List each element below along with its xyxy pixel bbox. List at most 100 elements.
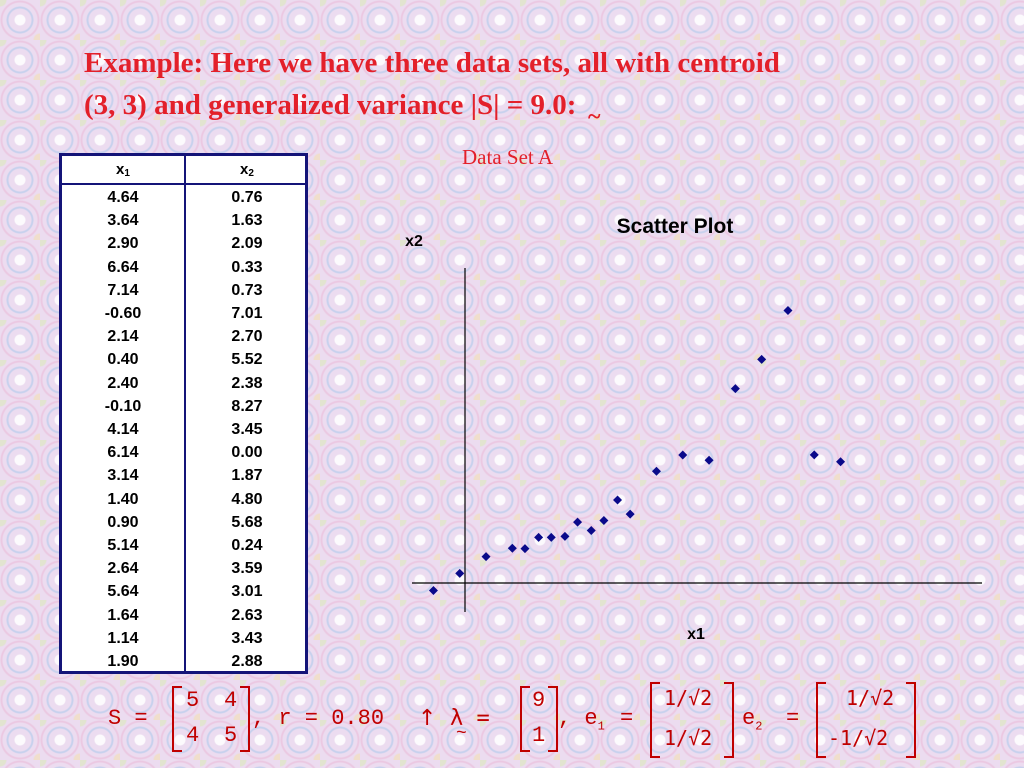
scatter-point: [625, 509, 635, 519]
lambda-left-bracket: [520, 686, 530, 752]
table-cell-x1: 6.14: [107, 444, 139, 462]
table-cell-x1: -0.60: [104, 305, 142, 322]
s-matrix-label: S =: [108, 706, 148, 731]
lambda-label: λ =: [450, 706, 490, 731]
scatter-point: [757, 354, 767, 364]
table-cell-x2: 0.73: [231, 281, 263, 299]
table-cell-x2: 0.33: [231, 258, 263, 276]
table-cell-x2: 3.59: [231, 560, 263, 578]
scatter-point: [613, 495, 623, 505]
e1-cell: 1/√2: [664, 726, 713, 750]
scatter-point: [783, 306, 793, 316]
table-cell-x2: 4.80: [231, 490, 263, 508]
s-matrix-cell: 4: [186, 723, 200, 748]
scatter-point: [730, 384, 740, 394]
table-cell-x1: 0.40: [107, 351, 139, 369]
table-cell-x2: 3.01: [231, 583, 263, 601]
table-header-divider: [62, 183, 305, 185]
table-cell-x2: 2.38: [231, 374, 263, 392]
table-cell-x2: 1.63: [231, 212, 263, 230]
e2-equals: =: [786, 706, 800, 731]
table-cell-x1: 5.64: [107, 583, 139, 601]
table-cell-x1: 2.64: [107, 560, 139, 578]
e2-cell: 1/√2: [846, 686, 895, 710]
lambda-cell: 1: [532, 723, 546, 748]
scatter-point: [599, 516, 609, 526]
table-header-x1: x1: [116, 161, 130, 179]
table-column-divider: [184, 156, 186, 671]
table-cell-x2: 0.76: [231, 189, 263, 206]
scatter-point: [455, 568, 465, 578]
e2-right-bracket: [906, 682, 916, 758]
y-axis-label: x2: [405, 233, 423, 250]
table-cell-x1: 3.14: [107, 467, 139, 485]
e1-label: , e1: [558, 706, 605, 734]
table-header-x2: x2: [240, 161, 254, 179]
scatter-point: [546, 532, 556, 542]
lambda-tilde-mark: ~: [456, 724, 467, 744]
dataset-label: Data Set A: [462, 145, 553, 169]
e1-equals: =: [620, 706, 634, 731]
table-cell-x1: 7.14: [107, 281, 139, 299]
table-cell-x1: 4.14: [107, 421, 139, 438]
scatter-point: [560, 531, 570, 541]
lambda-right-bracket: [548, 686, 558, 752]
e1-left-bracket: [650, 682, 660, 758]
e2-cell: -1/√2: [828, 726, 889, 750]
scatter-point: [678, 450, 688, 460]
table-cell-x1: 1.90: [107, 653, 139, 670]
e2-left-bracket: [816, 682, 826, 758]
scatter-point: [586, 526, 596, 536]
table-cell-x1: 5.14: [107, 537, 139, 554]
s-matrix-cell: 4: [224, 688, 238, 713]
title-line-2: (3, 3) and generalized variance |S| = 9.…: [84, 89, 577, 121]
scatter-point: [836, 457, 846, 467]
scatter-point: [428, 585, 438, 595]
scatter-point: [507, 543, 517, 553]
scatter-point: [534, 532, 544, 542]
table-cell-x2: 2.09: [231, 235, 263, 253]
table-cell-x2: 0.24: [231, 537, 263, 554]
table-cell-x1: 2.14: [107, 328, 139, 346]
e2-label: e2: [742, 706, 763, 734]
table-cell-x2: 7.01: [231, 305, 263, 322]
scatter-point: [481, 552, 491, 562]
table-cell-x1: -0.10: [104, 397, 142, 415]
matrix-tilde-mark: ~: [588, 104, 601, 130]
table-cell-x1: 3.64: [107, 212, 139, 230]
table-cell-x2: 5.52: [231, 351, 263, 369]
table-cell-x2: 2.63: [231, 606, 263, 624]
slide-title: Example: Here we have three data sets, a…: [84, 42, 984, 126]
s-matrix-right-bracket: [240, 686, 250, 752]
arrow-icon: ↑: [418, 706, 437, 731]
results-formula: S = 5 4 4 5 , r = 0.80 ↑ λ = ~ 9 1 , e1 …: [106, 676, 966, 766]
table-cell-x2: 0.00: [231, 444, 263, 462]
table-cell-x1: 1.40: [107, 490, 139, 508]
table-cell-x1: 2.40: [107, 374, 139, 392]
correlation-text: , r = 0.80: [252, 706, 385, 731]
table-cell-x2: 3.45: [231, 421, 263, 438]
table-cell-x2: 5.68: [231, 513, 263, 531]
lambda-cell: 9: [532, 688, 546, 713]
table-cell-x1: 1.64: [107, 606, 139, 624]
scatter-point: [651, 466, 661, 476]
e1-cell: 1/√2: [664, 686, 713, 710]
s-matrix-cell: 5: [186, 688, 200, 713]
table-cell-x1: 4.64: [107, 189, 139, 206]
s-matrix-left-bracket: [172, 686, 182, 752]
table-cell-x2: 1.87: [231, 467, 263, 485]
title-line-1: Example: Here we have three data sets, a…: [84, 47, 780, 79]
table-cell-x1: 2.90: [107, 235, 139, 253]
scatter-point: [573, 517, 583, 527]
table-cell-x2: 2.88: [231, 653, 263, 670]
scatter-point: [809, 450, 819, 460]
data-table: x1 x2 4.64 0.76 3.64 1.63 2.90 2.09 6.64 0.33 7.…: [59, 153, 308, 674]
chart-title: Scatter Plot: [617, 215, 734, 238]
table-cell-x2: 2.70: [231, 328, 263, 346]
scatter-point: [704, 455, 714, 465]
x-axis-label: x1: [687, 626, 705, 643]
table-cell-x1: 1.14: [107, 629, 139, 647]
s-matrix-cell: 5: [224, 723, 238, 748]
table-cell-x1: 6.64: [107, 258, 139, 276]
